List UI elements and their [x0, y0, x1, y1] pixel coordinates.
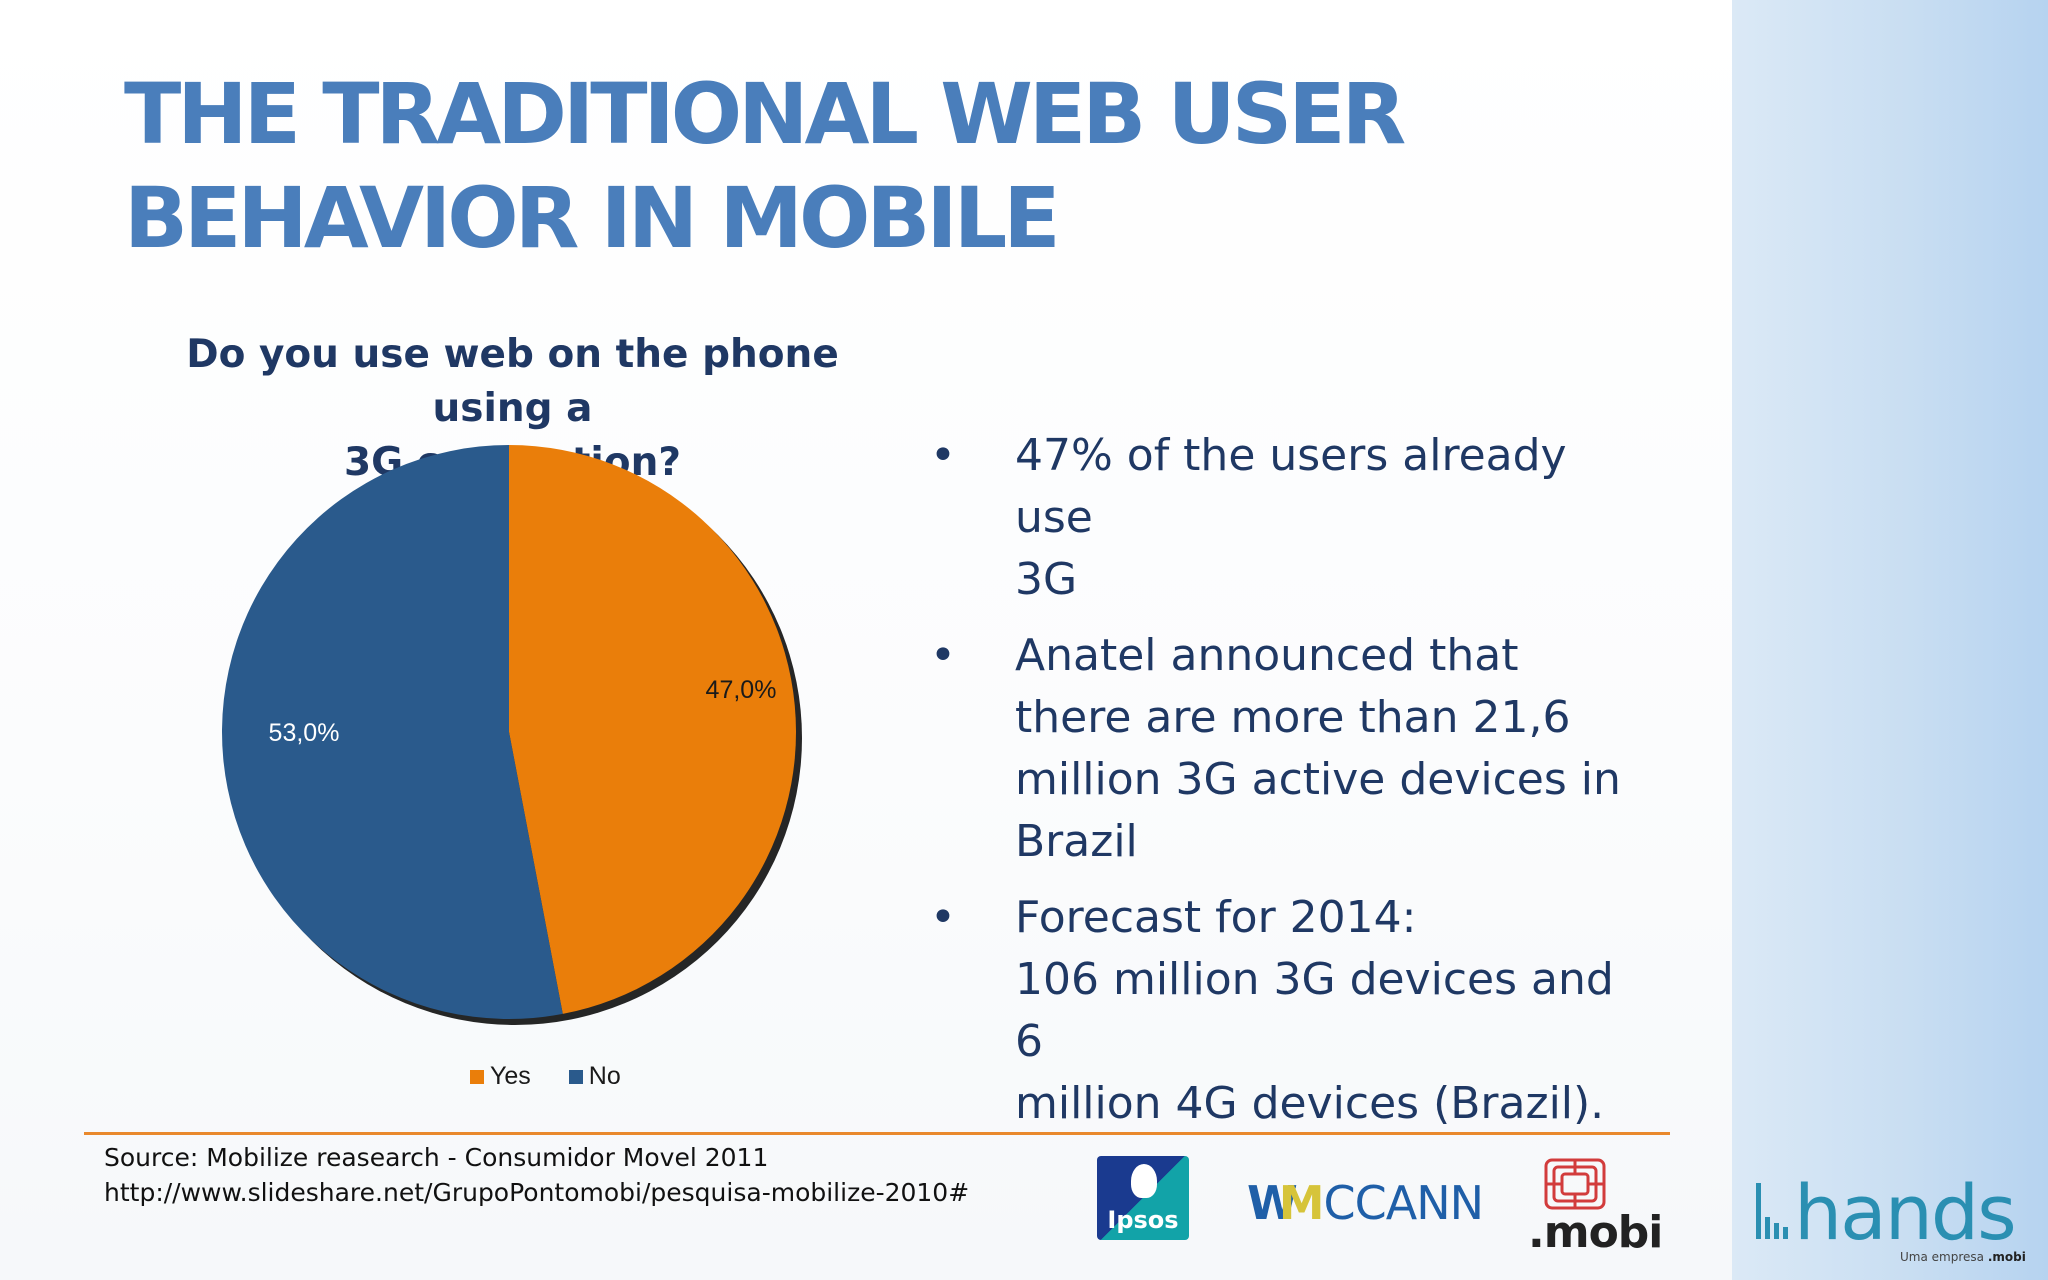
legend-item-no: No	[568, 1062, 621, 1091]
ipsos-logo-text: Ipsos	[1107, 1206, 1179, 1234]
bullet-item: • Forecast for 2014: 106 million 3G devi…	[930, 887, 1630, 1135]
bullet-line: million 3G active devices in	[1015, 754, 1621, 805]
wmccann-logo-m: M	[1278, 1176, 1325, 1230]
hands-bars-icon	[1756, 1183, 1790, 1239]
tagline-brand: .mobi	[1987, 1250, 2026, 1264]
source-link[interactable]: http://www.slideshare.net/GrupoPontomobi…	[104, 1178, 970, 1207]
hands-tagline: Uma empresa .mobi	[1900, 1250, 2026, 1264]
chart-title: Do you use web on the phone using a 3G c…	[130, 328, 895, 490]
bullet-list: • 47% of the users already use 3G • Anat…	[930, 425, 1630, 1149]
tagline-prefix: Uma empresa	[1900, 1250, 1984, 1264]
legend-swatch-no	[568, 1069, 583, 1084]
hands-logo-text: hands	[1794, 1168, 2017, 1257]
bullet-marker: •	[930, 430, 956, 481]
bullet-line: Forecast for 2014:	[1015, 892, 1417, 943]
ipsos-logo: Ipsos	[1097, 1156, 1189, 1240]
pie-slice-yes	[509, 445, 797, 1014]
chart-title-line1: Do you use web on the phone using a	[186, 332, 839, 431]
slide-title-line1: THE TRADITIONAL WEB USER	[124, 65, 1406, 163]
bullet-line: 106 million 3G devices and 6	[1015, 954, 1614, 1067]
bullet-marker: •	[930, 892, 956, 943]
bullet-line: million 4G devices (Brazil).	[1015, 1078, 1605, 1129]
bullet-item: • 47% of the users already use 3G	[930, 425, 1630, 611]
legend-item-yes: Yes	[470, 1062, 531, 1091]
dotmobi-maze-icon	[1544, 1158, 1606, 1210]
dotmobi-logo-text: .mobi	[1528, 1207, 1663, 1258]
bullet-marker: •	[930, 630, 956, 681]
legend-swatch-yes	[470, 1069, 484, 1084]
hands-logo: hands	[1756, 1168, 2017, 1257]
pie-data-label-no: 53,0%	[269, 719, 340, 747]
wmccann-logo-rest: CCANN	[1323, 1176, 1485, 1230]
legend-label-yes: Yes	[490, 1062, 531, 1090]
legend-label-no: No	[588, 1062, 621, 1090]
bullet-item: • Anatel announced that there are more t…	[930, 625, 1630, 873]
side-panel	[1732, 0, 2048, 1280]
dotmobi-logo: .mobi	[1528, 1154, 1672, 1258]
footer-divider	[84, 1132, 1670, 1135]
source-note: Source: Mobilize reasearch - Consumidor …	[104, 1140, 969, 1210]
ipsos-head-icon	[1131, 1164, 1157, 1198]
bullet-line: 47% of the users already use	[1015, 430, 1567, 543]
bullet-line: there are more than 21,6	[1015, 692, 1571, 743]
pie-slice-no	[222, 445, 563, 1019]
bullet-line: 3G	[1015, 554, 1078, 605]
slide-title-line2: BEHAVIOR IN MOBILE	[124, 169, 1061, 267]
source-line1: Source: Mobilize reasearch - Consumidor …	[104, 1143, 769, 1172]
bullet-line: Brazil	[1015, 816, 1138, 867]
slide-title: THE TRADITIONAL WEB USER BEHAVIOR IN MOB…	[124, 62, 1406, 270]
bullet-line: Anatel announced that	[1015, 630, 1519, 681]
wmccann-logo-w: W	[1247, 1176, 1298, 1230]
chart-legend: Yes No	[470, 1062, 621, 1091]
wmccann-logo: WMCCANN	[1247, 1176, 1485, 1230]
pie-data-label-yes: 47,0%	[706, 676, 777, 704]
